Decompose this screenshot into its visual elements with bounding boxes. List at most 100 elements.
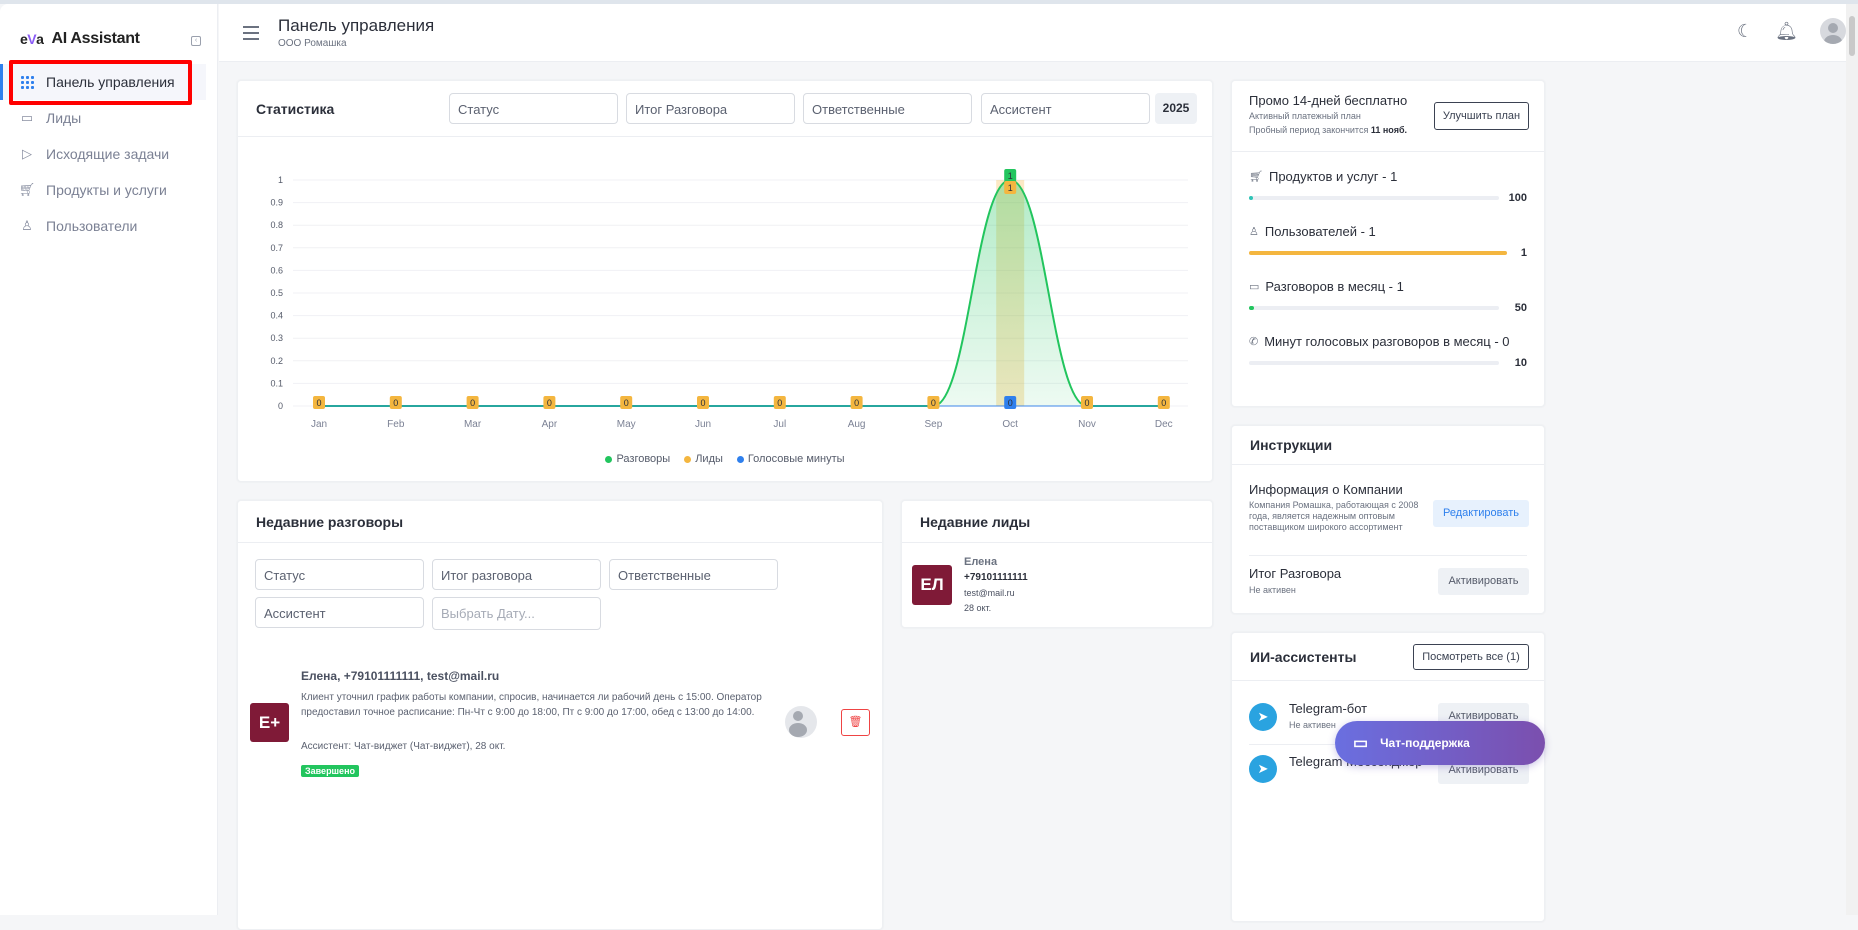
limit-label: ♙ Пользователей - 1 — [1249, 224, 1376, 239]
lead-name[interactable]: Елена — [964, 556, 998, 568]
result-filter[interactable]: Итог Разговора — [626, 93, 795, 124]
sidebar-item-dashboard[interactable]: Панель управления — [0, 64, 206, 100]
sidebar-item-leads[interactable]: ▭ Лиды — [0, 100, 218, 136]
conversation-meta: Ассистент: Чат-виджет (Чат-виджет), 28 о… — [301, 741, 506, 752]
phone-icon: ✆ — [1249, 336, 1259, 348]
edit-button[interactable]: Редактировать — [1433, 500, 1529, 527]
view-all-button[interactable]: Посмотреть все (1) — [1413, 644, 1529, 670]
recent-leads-card: Недавние лиды ЕЛ Елена +79101111111 test… — [901, 500, 1213, 628]
y-tick-label: 0.8 — [270, 220, 283, 230]
responsible-filter[interactable]: Ответственные — [609, 559, 778, 590]
sidebar-item-products[interactable]: 🛒︎ Продукты и услуги — [0, 172, 218, 208]
delete-button[interactable]: 🗑︎ — [841, 709, 870, 736]
x-tick-label: Jun — [695, 419, 711, 430]
year-select[interactable]: 2025 — [1155, 93, 1197, 124]
recent-conversations-card: Недавние разговоры Статус Итог разговора… — [237, 500, 883, 930]
trial-prefix: Пробный период закончится — [1249, 125, 1369, 135]
instructions-title: Инструкции — [1232, 426, 1544, 465]
limit-label: ✆ Минут голосовых разговоров в месяц - 0 — [1249, 334, 1510, 349]
data-label-voice-text: 0 — [1008, 398, 1013, 408]
data-label-leads — [697, 396, 709, 409]
chat-icon: ▭ — [1249, 281, 1260, 293]
date-picker[interactable]: Выбрать Дату... — [432, 597, 601, 630]
operator-avatar — [785, 706, 817, 738]
data-label-leads — [927, 396, 940, 409]
x-tick-label: Mar — [464, 419, 482, 430]
data-label-leads — [466, 396, 479, 409]
recent-conversations-title: Недавние разговоры — [238, 501, 882, 543]
cart-icon: 🛒︎ — [18, 182, 36, 197]
x-tick-label: Apr — [542, 419, 558, 430]
limit-max: 50 — [1514, 302, 1527, 314]
limit-label-text: Разговоров в месяц - 1 — [1265, 279, 1404, 294]
cart-icon: 🛒︎ — [1249, 171, 1263, 183]
x-tick-label: Dec — [1155, 419, 1173, 430]
data-label-leads-text: 0 — [316, 398, 321, 408]
page-title: Панель управления — [278, 16, 435, 35]
sidebar: eVa AI Assistant ‹ Панель управления ▭ Л… — [0, 4, 218, 915]
limit-progress-fill — [1249, 251, 1507, 255]
instruction-status: Не активен — [1249, 585, 1296, 595]
assistant-filter[interactable]: Ассистент — [255, 597, 424, 628]
header: Панель управления ООО Ромашка ☾ 🔔︎ — [219, 4, 1858, 62]
data-label-leads-text: 0 — [624, 398, 629, 408]
plan-subtitle: Активный платежный план — [1249, 111, 1361, 121]
statistics-title: Статистика — [238, 81, 1212, 137]
support-chat-button[interactable]: ▭ Чат-поддержка — [1335, 721, 1545, 765]
sidebar-item-users[interactable]: ♙ Пользователи — [0, 208, 218, 244]
data-label-conversations — [1004, 169, 1017, 182]
user-avatar[interactable] — [1820, 18, 1846, 44]
legend-item[interactable]: Лиды — [684, 453, 723, 465]
top-border — [0, 0, 1858, 4]
menu-icon[interactable] — [243, 26, 259, 44]
chat-icon: ▭ — [1353, 735, 1369, 752]
chart-legend: Разговоры Лиды Голосовые минуты — [238, 453, 1212, 465]
legend-item[interactable]: Голосовые минуты — [736, 453, 845, 465]
bell-icon[interactable]: 🔔︎ — [1775, 20, 1798, 41]
data-label-leads-text: 0 — [1161, 398, 1166, 408]
conversation-title[interactable]: Елена, +79101111111, test@mail.ru — [301, 669, 500, 683]
responsible-filter[interactable]: Ответственные — [803, 93, 972, 124]
y-tick-label: 0 — [278, 401, 283, 411]
legend-item[interactable]: Разговоры — [605, 453, 670, 465]
instruction-desc: Компания Ромашка, работающая с 2008 года… — [1249, 500, 1419, 532]
limit-progress — [1249, 306, 1499, 310]
sidebar-item-label: Лиды — [46, 110, 82, 126]
limit-label-text: Продуктов и услуг - 1 — [1268, 169, 1398, 184]
user-icon: ♙ — [21, 218, 33, 233]
x-tick-label: Aug — [848, 419, 866, 430]
collapse-sidebar-icon[interactable]: ‹ — [191, 36, 201, 46]
data-label-leads-text: 0 — [931, 398, 936, 408]
x-tick-label: Jul — [773, 419, 786, 430]
sidebar-item-outgoing-tasks[interactable]: ▷ Исходящие задачи — [0, 136, 218, 172]
instruction-title: Итог Разговора — [1249, 566, 1342, 581]
upgrade-plan-button[interactable]: Улучшить план — [1434, 102, 1529, 130]
status-filter[interactable]: Статус — [449, 93, 618, 124]
data-label-leads — [1004, 181, 1017, 194]
grid-icon — [20, 75, 34, 89]
assistant-filter[interactable]: Ассистент — [981, 93, 1150, 124]
data-label-leads — [313, 396, 325, 409]
data-label-leads-text: 0 — [777, 398, 782, 408]
y-tick-label: 0.5 — [270, 288, 283, 298]
limit-label-text: Минут голосовых разговоров в месяц - 0 — [1264, 334, 1510, 349]
x-tick-label: Sep — [925, 419, 943, 430]
status-filter[interactable]: Статус — [255, 559, 424, 590]
area-conversations — [319, 180, 1164, 406]
sidebar-item-label: Панель управления — [46, 74, 175, 90]
telegram-bot-icon: ➤ — [1249, 703, 1277, 731]
telegram-icon: ➤ — [1249, 755, 1277, 783]
moon-icon[interactable]: ☾ — [1737, 20, 1754, 41]
page-scrollbar[interactable] — [1846, 4, 1858, 915]
user-icon: ♙ — [1249, 226, 1259, 238]
instruction-title: Информация о Компании — [1249, 482, 1403, 497]
data-label-leads — [1081, 396, 1093, 409]
data-label-leads — [850, 396, 863, 409]
activate-button[interactable]: Активировать — [1438, 568, 1529, 595]
data-label-leads — [620, 396, 633, 409]
instructions-card: Инструкции Информация о Компании Компани… — [1231, 425, 1545, 614]
result-filter[interactable]: Итог разговора — [432, 559, 601, 590]
plan-title: Промо 14-дней бесплатно — [1249, 93, 1408, 108]
limit-label: ▭ Разговоров в месяц - 1 — [1249, 279, 1404, 294]
app-logo[interactable]: eVa AI Assistant — [20, 30, 140, 48]
